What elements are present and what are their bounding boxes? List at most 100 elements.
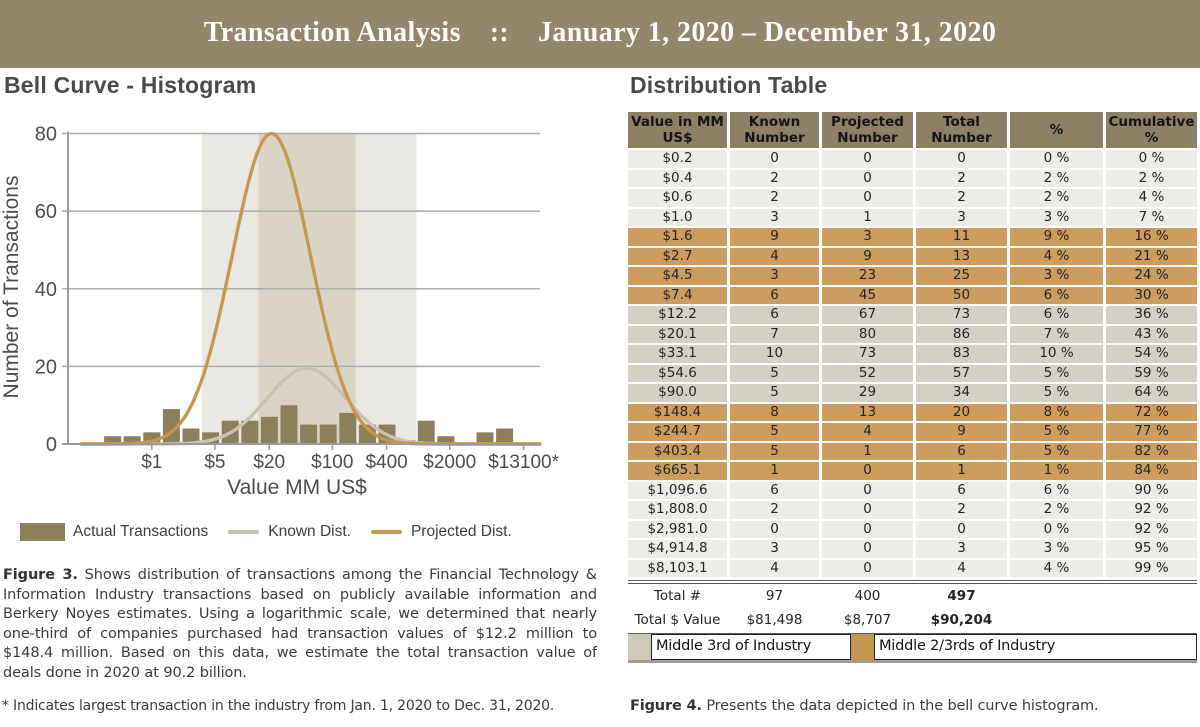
table-cell: 92 % bbox=[1106, 501, 1197, 519]
table-cell: 1 bbox=[822, 208, 913, 226]
table-cell: $244.7 bbox=[628, 423, 727, 441]
table-cell: 0 bbox=[916, 150, 1007, 168]
totals-cell: Total $ Value bbox=[634, 612, 721, 628]
table-cell: 11 bbox=[916, 228, 1007, 246]
table-cell: 50 bbox=[916, 286, 1007, 304]
table-cell: 16 % bbox=[1106, 228, 1197, 246]
table-cell: 2 % bbox=[1010, 501, 1103, 519]
totals-cell bbox=[1010, 585, 1103, 607]
histogram-bar bbox=[339, 412, 357, 444]
table-cell: $54.6 bbox=[628, 364, 727, 382]
table-cell: 43 % bbox=[1106, 325, 1197, 343]
table-cell: 4 bbox=[730, 559, 819, 577]
table-cell: 3 bbox=[916, 540, 1007, 558]
table-cell: 3 % bbox=[1010, 540, 1103, 558]
asterisk-footnote: * Indicates largest transaction in the i… bbox=[2, 698, 555, 714]
x-tick-label: $1 bbox=[141, 452, 162, 473]
chart-legend: Actual Transactions Known Dist. Projecte… bbox=[20, 523, 532, 541]
report-title-bar: Transaction Analysis :: January 1, 2020 … bbox=[0, 0, 1200, 68]
table-cell: 59 % bbox=[1106, 364, 1197, 382]
table-cell: 3 bbox=[730, 267, 819, 285]
table-cell: 2 % bbox=[1010, 189, 1103, 207]
table-cell: 0 bbox=[822, 189, 913, 207]
table-cell: $1,808.0 bbox=[628, 501, 727, 519]
table-cell: $12.2 bbox=[628, 306, 727, 324]
distribution-table-grid: Value in MM US$ Known Number Projected Num… bbox=[628, 112, 1197, 577]
totals-grid: Total # 97 400 497 Total $ Value $81,498 $8,70… bbox=[628, 585, 1197, 631]
axis-group bbox=[62, 131, 541, 450]
known-dist-line-swatch bbox=[228, 530, 260, 534]
table-cell: 4 bbox=[822, 423, 913, 441]
known-dist-label: Known Dist. bbox=[268, 523, 351, 540]
bars-group bbox=[104, 405, 514, 444]
distribution-table: Value in MM US$ Known Number Projected Num… bbox=[628, 112, 1197, 663]
totals-cell: $8,707 bbox=[843, 612, 892, 628]
table-cell: 0 bbox=[730, 520, 819, 538]
table-cell: 3 bbox=[822, 228, 913, 246]
y-tick-label: 20 bbox=[35, 356, 57, 378]
table-cell: 3 bbox=[730, 540, 819, 558]
table-cell: $0.6 bbox=[628, 189, 727, 207]
table-cell: 10 % bbox=[1010, 345, 1103, 363]
table-cell: 6 % bbox=[1010, 481, 1103, 499]
table-cell: 5 % bbox=[1010, 384, 1103, 402]
table-cell: $4,914.8 bbox=[628, 540, 727, 558]
actual-transactions-swatch bbox=[20, 523, 65, 541]
figure4-caption: Figure 4. Presents the data depicted in … bbox=[630, 698, 1196, 714]
totals-cell bbox=[1010, 609, 1103, 631]
x-tick-label: $100 bbox=[311, 452, 353, 473]
table-cell: 0 bbox=[822, 150, 913, 168]
y-tick-label: 0 bbox=[46, 434, 57, 456]
table-cell: 5 bbox=[730, 442, 819, 460]
histogram-bar bbox=[476, 432, 494, 444]
actual-transactions-label: Actual Transactions bbox=[73, 523, 209, 540]
table-cell: 10 bbox=[730, 345, 819, 363]
table-cell: 34 bbox=[916, 384, 1007, 402]
table-cell: 99 % bbox=[1106, 559, 1197, 577]
table-cell: 6 bbox=[730, 481, 819, 499]
table-cell: 5 bbox=[730, 384, 819, 402]
histogram-section-heading: Bell Curve - Histogram bbox=[4, 72, 257, 98]
totals-cell: $81,498 bbox=[746, 612, 803, 628]
y-axis-title: Number of Transactions bbox=[0, 176, 23, 399]
table-cell: 0 % bbox=[1010, 150, 1103, 168]
table-cell: $4.5 bbox=[628, 267, 727, 285]
table-cell: 84 % bbox=[1106, 462, 1197, 480]
table-legend-row: Middle 3rd of Industry Middle 2/3rds of … bbox=[628, 633, 1197, 663]
x-tick-label: $2000 bbox=[423, 452, 476, 473]
table-cell: $1,096.6 bbox=[628, 481, 727, 499]
histogram-bar bbox=[496, 428, 514, 444]
bell-curve-histogram-chart: 0 20 40 60 80 $1 $5 $20 $100 $400 $2000 $13100* Valu… bbox=[0, 124, 560, 499]
table-cell: 86 bbox=[916, 325, 1007, 343]
histogram-bar bbox=[358, 424, 376, 444]
table-cell: 52 bbox=[822, 364, 913, 382]
table-cell: 0 bbox=[822, 462, 913, 480]
table-cell: 6 bbox=[730, 286, 819, 304]
table-cell: 54 % bbox=[1106, 345, 1197, 363]
table-cell: 64 % bbox=[1106, 384, 1197, 402]
table-cell: 1 bbox=[822, 442, 913, 460]
column-header: Projected Number bbox=[822, 112, 913, 148]
table-cell: 0 bbox=[822, 540, 913, 558]
table-cell: $90.0 bbox=[628, 384, 727, 402]
histogram-bar bbox=[182, 428, 200, 444]
table-cell: 36 % bbox=[1106, 306, 1197, 324]
table-cell: 13 bbox=[822, 403, 913, 421]
table-cell: 0 bbox=[822, 169, 913, 187]
table-cell: 2 bbox=[730, 501, 819, 519]
column-header: % bbox=[1010, 112, 1103, 148]
table-cell: 67 bbox=[822, 306, 913, 324]
table-cell: 7 % bbox=[1106, 208, 1197, 226]
table-cell: 73 bbox=[916, 306, 1007, 324]
figure4-caption-text: Presents the data depicted in the bell c… bbox=[701, 698, 1099, 714]
table-cell: 2 bbox=[730, 169, 819, 187]
table-cell: 6 bbox=[730, 306, 819, 324]
histogram-bar bbox=[319, 424, 337, 444]
table-cell: 6 % bbox=[1010, 306, 1103, 324]
totals-divider-rule bbox=[628, 580, 1197, 584]
table-cell: 6 bbox=[916, 481, 1007, 499]
table-cell: 83 bbox=[916, 345, 1007, 363]
table-cell: 0 bbox=[916, 520, 1007, 538]
table-cell: 4 % bbox=[1106, 189, 1197, 207]
column-header: Total Number bbox=[916, 112, 1007, 148]
